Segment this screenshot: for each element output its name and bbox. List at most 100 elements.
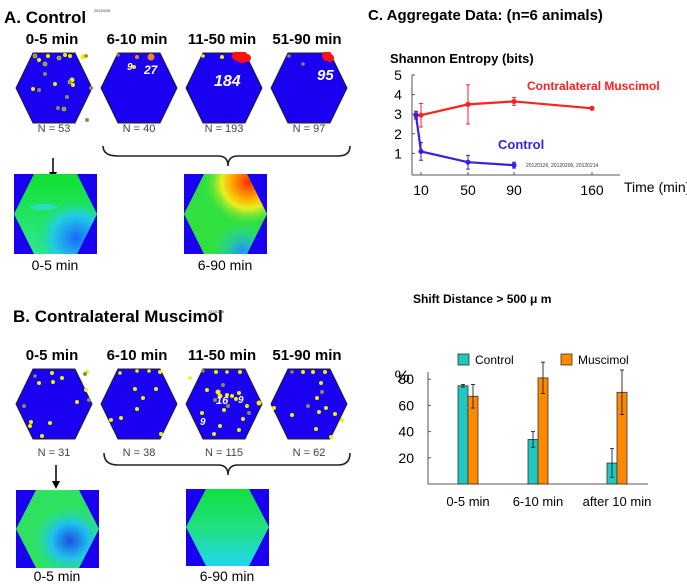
cell-dot (32, 53, 38, 59)
cell-dot (67, 79, 73, 85)
hexagon (100, 52, 178, 124)
heatmap-a-early (14, 174, 97, 254)
heatmap-a-late-label: 6-90 min (197, 257, 253, 273)
hexagon (185, 368, 263, 440)
cell-dot (22, 404, 26, 408)
brace (103, 452, 351, 476)
cell-dot (46, 54, 50, 58)
cell-dot (119, 416, 123, 420)
cell-dot (238, 370, 242, 374)
cell-dot (320, 390, 324, 394)
hexagon-map (15, 368, 93, 440)
legend-label: Control (475, 353, 514, 367)
hexagon (15, 52, 93, 124)
cell-dot (317, 410, 321, 414)
cell-dot (37, 88, 41, 92)
cell-dot (222, 408, 226, 412)
bar-chart: Control Muscimol% 20 40 60 80 0-5 min 6-10 min a… (394, 353, 651, 509)
cell-dot (301, 370, 305, 374)
cell-dot (154, 387, 158, 391)
time-bin-label: 51-90 min (272, 31, 342, 48)
y-tick-label: 1 (394, 145, 402, 161)
panel-a-date-tag: 20120206 (94, 8, 111, 13)
hexagon-map: 16 99 (185, 368, 263, 440)
cell-dot (118, 371, 122, 375)
annotation: 20120126, 20120206, 20120214 (526, 163, 599, 169)
y-tick-label: 3 (394, 106, 402, 122)
cell-dot (56, 55, 62, 61)
cell-dot (83, 372, 87, 376)
data-point (418, 148, 424, 155)
legend-label: Muscimol (578, 353, 629, 367)
line-chart: 1 2 3 4 5 10 50 90 160 Time (min) Contralateral Mu… (394, 70, 687, 198)
series-label-control: Control (498, 137, 544, 152)
brace (102, 145, 351, 167)
time-bin-label: 6-10 min (106, 347, 168, 364)
cell-dot (217, 393, 223, 399)
data-point (413, 112, 419, 118)
cell-dot (306, 404, 310, 408)
cell-dot (234, 397, 238, 401)
cell-dot (245, 404, 249, 408)
cell-dot (135, 55, 139, 59)
hexagon-map (270, 368, 348, 440)
cell-dot (319, 381, 323, 385)
bar (467, 395, 479, 485)
count-label: 27 (143, 63, 159, 77)
count-label: 9 (127, 62, 133, 73)
hexagon (15, 368, 93, 440)
cell-dot (37, 381, 41, 385)
x-tick-label: 6-10 min (513, 494, 564, 509)
cell-dot (65, 95, 69, 99)
data-point (511, 162, 517, 168)
count-label: 184 (214, 73, 241, 90)
y-tick-label: 40 (398, 424, 414, 440)
time-bin-label: 11-50 min (187, 31, 257, 48)
cell-dot (133, 387, 137, 391)
panel-a-title: A. Control (4, 8, 87, 27)
hexagon (270, 368, 348, 440)
y-tick-label: 2 (394, 126, 402, 142)
cell-dot (200, 411, 204, 415)
data-point (511, 98, 517, 105)
cell-dot (61, 106, 67, 112)
cell-dot (147, 369, 151, 373)
hexagon-map (15, 52, 93, 124)
cell-dot (326, 54, 334, 62)
cell-dot (256, 400, 262, 406)
panel-b-title: B. Contralateral Muscimol (13, 307, 223, 326)
count-label: 9 (238, 395, 244, 406)
cell-dot (290, 370, 294, 374)
cell-dot (243, 54, 251, 62)
hexagon (100, 368, 178, 440)
cell-dot (226, 404, 230, 408)
series-label-muscimol: Contralateral Muscimol (527, 79, 660, 93)
y-tick-label: 60 (398, 397, 414, 413)
cell-dot (188, 376, 192, 380)
cell-dot (225, 393, 229, 397)
n-count-label: N = 97 (292, 123, 326, 135)
data-point (418, 112, 424, 118)
x-tick-label: 90 (506, 182, 522, 198)
cell-dot (75, 400, 79, 404)
cell-dot (218, 424, 222, 428)
count-label: 9 (200, 417, 206, 428)
cell-dot (290, 413, 294, 417)
hexagon-map: 95 (270, 52, 348, 124)
legend-swatch (457, 353, 470, 366)
cell-dot (33, 374, 37, 378)
x-tick-label: 0-5 min (446, 494, 489, 509)
cell-dot (83, 53, 89, 59)
cell-dot (232, 52, 242, 61)
cell-dot (225, 370, 229, 374)
cell-dot (84, 388, 88, 392)
cell-dot (29, 420, 33, 424)
cell-dot (147, 53, 155, 61)
cell-dot (89, 86, 93, 90)
y-tick-label: 5 (394, 70, 402, 83)
bar-chart-title: Shift Distance > 500 μ m (413, 292, 552, 306)
n-count-label: N = 53 (37, 123, 71, 135)
cell-dot (87, 398, 91, 402)
cell-dot (109, 418, 113, 422)
panel-c-title: C. Aggregate Data: (n=6 animals) (368, 7, 603, 24)
